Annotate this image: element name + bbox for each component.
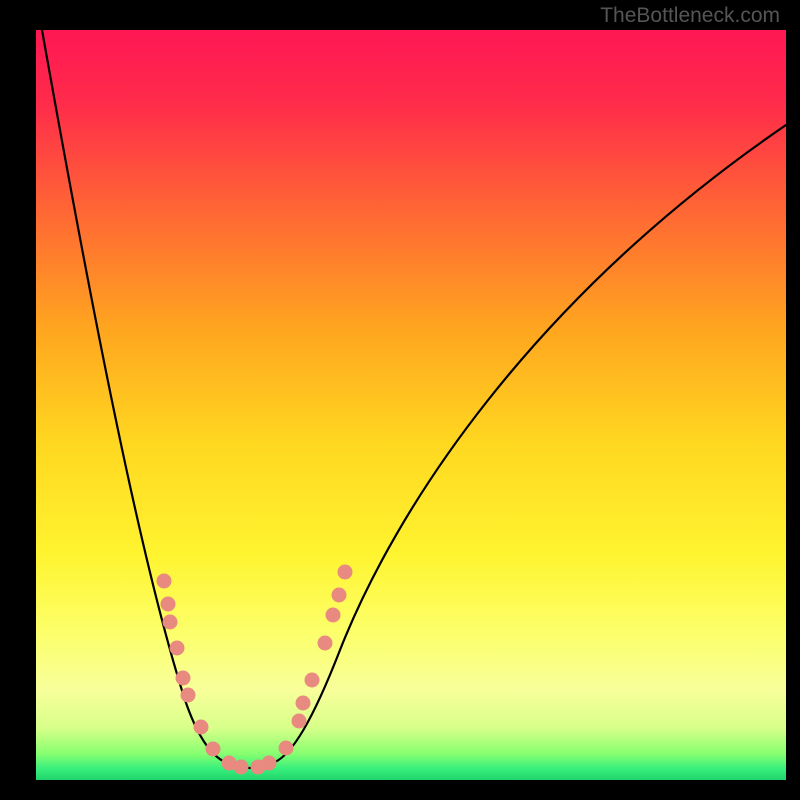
- data-marker: [170, 641, 185, 656]
- data-marker: [157, 574, 172, 589]
- data-marker: [161, 597, 176, 612]
- data-marker: [181, 688, 196, 703]
- data-marker: [296, 696, 311, 711]
- data-marker: [262, 756, 277, 771]
- data-marker: [332, 588, 347, 603]
- data-marker: [194, 720, 209, 735]
- data-marker: [279, 741, 294, 756]
- data-marker: [326, 608, 341, 623]
- chart-container: TheBottleneck.com: [0, 0, 800, 800]
- data-marker: [305, 673, 320, 688]
- data-marker: [206, 742, 221, 757]
- plot-background: [36, 30, 786, 780]
- data-marker: [318, 636, 333, 651]
- watermark-text: TheBottleneck.com: [600, 4, 780, 28]
- data-marker: [163, 615, 178, 630]
- data-marker: [176, 671, 191, 686]
- data-marker: [338, 565, 353, 580]
- data-marker: [234, 760, 249, 775]
- data-marker: [292, 714, 307, 729]
- chart-svg: [0, 0, 800, 800]
